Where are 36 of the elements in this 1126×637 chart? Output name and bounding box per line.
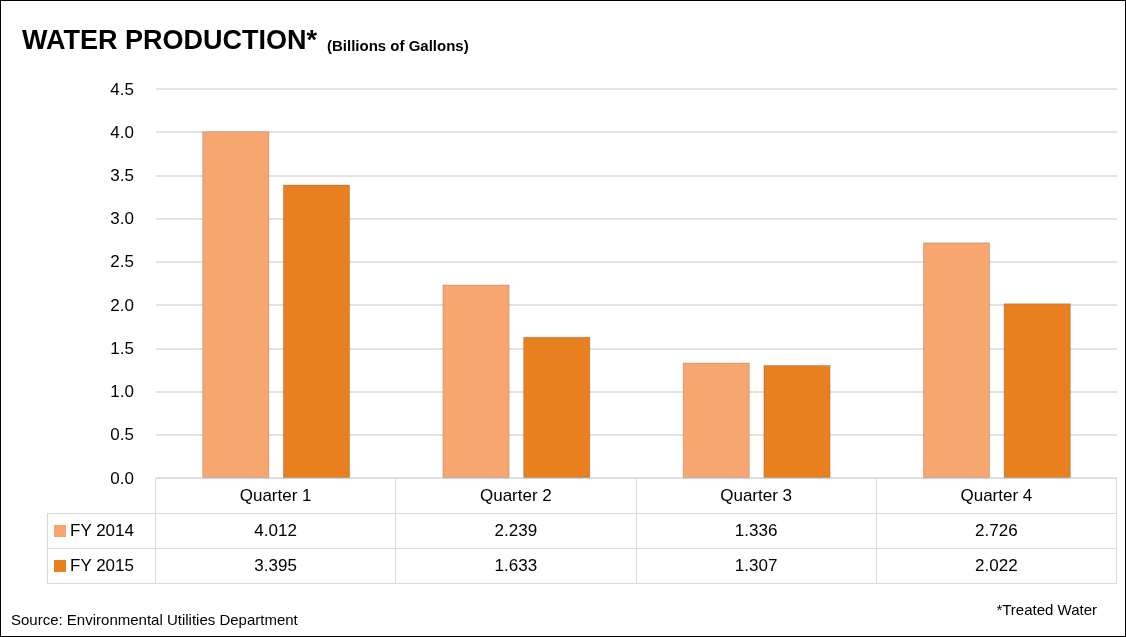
bar [202,131,270,478]
data-label: 4.012 [155,513,396,549]
bar [282,184,351,478]
legend-label: FY 2015 [47,548,156,584]
data-label: 2.726 [876,513,1117,549]
bar [682,362,750,478]
y-tick-label: 1.5 [110,338,134,358]
y-tick-label: 3.0 [110,209,134,229]
y-tick-label: 4.0 [110,122,134,142]
data-label: 1.336 [636,513,877,549]
y-tick-label: 3.5 [110,165,134,185]
legend-label: FY 2014 [47,513,156,549]
chart-title: WATER PRODUCTION* [22,24,318,55]
y-tick-label: 4.5 [110,79,134,99]
bar [442,284,510,478]
data-label: 2.022 [876,548,1117,584]
data-label: 2.239 [395,513,636,549]
bar [523,336,591,478]
text: *Treated Water [996,601,1097,618]
bar [1003,303,1071,478]
y-tick-label: 1.0 [110,382,134,402]
source-note: Source: Environmental Utilities Department [11,611,298,628]
x-tick-label: Quarter 4 [876,478,1117,514]
data-label: 3.395 [155,548,396,584]
data-label: 1.633 [395,548,636,584]
chart-subtitle: (Billions of Gallons) [327,37,469,54]
y-tick-label: 2.0 [110,295,134,315]
x-tick-label: Quarter 1 [155,478,396,514]
x-tick-label: Quarter 2 [395,478,636,514]
bar [922,242,991,478]
y-tick-label: 0.0 [110,468,134,488]
x-tick-label: Quarter 3 [636,478,877,514]
bar [763,365,831,478]
y-tick-label: 0.5 [110,425,134,445]
data-label: 1.307 [636,548,877,584]
y-tick-label: 2.5 [110,252,134,272]
